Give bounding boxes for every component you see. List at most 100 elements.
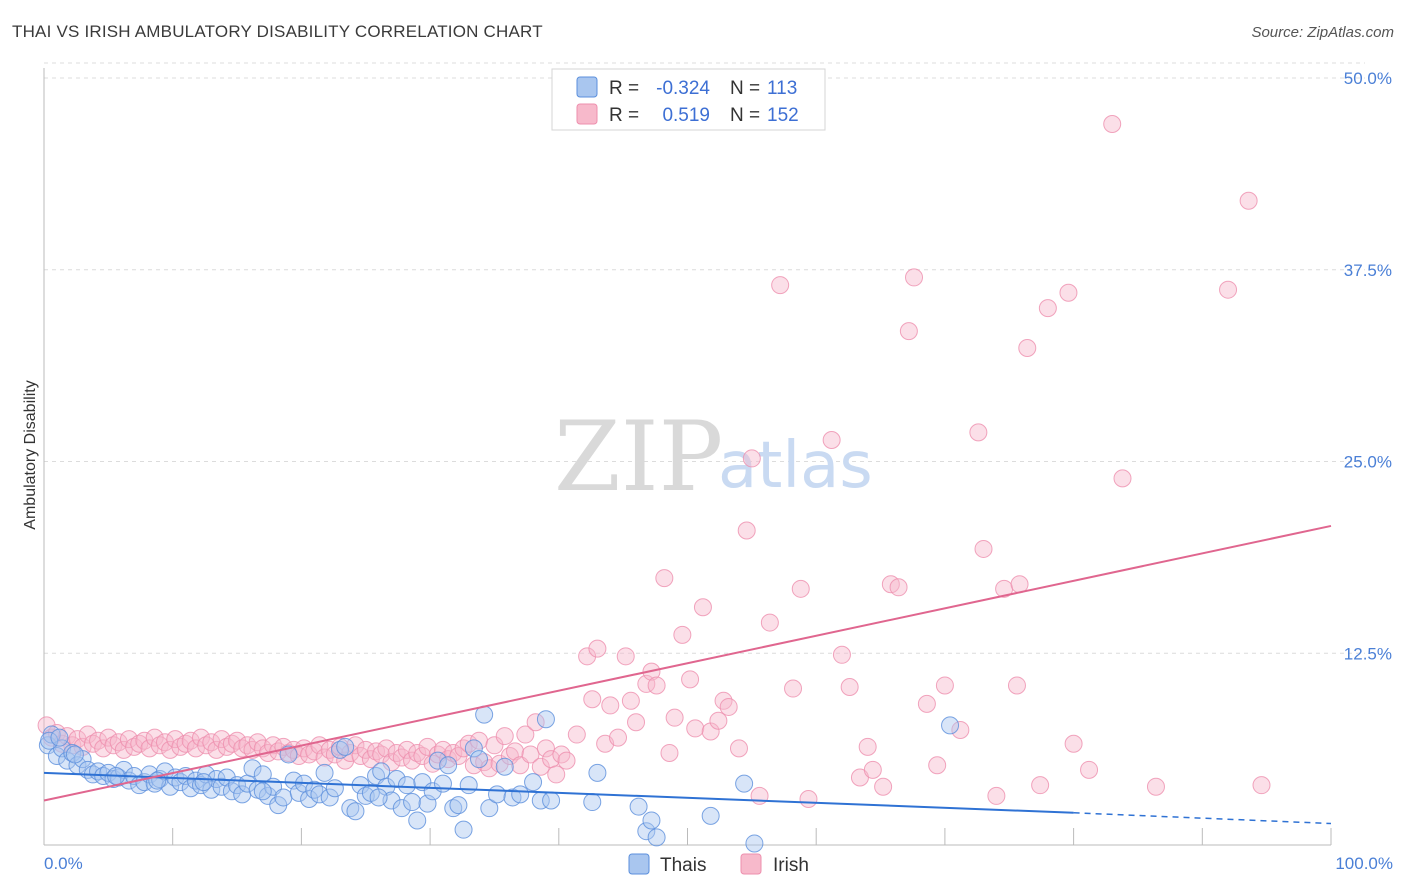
irish-point [567,725,586,744]
irish-point [771,276,790,295]
correlation-legend: R = -0.324 N = 113 R = 0.519 N = 152 [551,68,826,131]
thais-point [274,788,293,807]
bottom-legend-swatch-thais [628,853,650,875]
thais-point [542,791,561,810]
irish-point [729,739,748,758]
irish-point [78,725,97,744]
irish-point [588,639,607,658]
irish-point [130,734,149,753]
thais-point [397,776,416,795]
irish-point [742,449,761,468]
thais-point [454,820,473,839]
thais-point [413,773,432,792]
bottom-legend-label-irish: Irish [773,855,809,876]
irish-point [709,711,728,730]
thais-point [464,739,483,758]
x-tick-labels: 0.0% 100.0% [44,854,1393,873]
irish-point [485,736,504,755]
irish-point [905,268,924,287]
irish-point [506,742,525,761]
irish-point [899,322,918,341]
thais-trend-extension [1073,812,1332,825]
thais-point [735,774,754,793]
y-tick-label: 50.0% [1344,69,1392,88]
thais-point [941,716,960,735]
thais-point [310,785,329,804]
y-axis-label: Ambulatory Disability [22,380,39,529]
thais-point [289,783,308,802]
irish-point [104,736,123,755]
thais-point [346,802,365,821]
irish-trend-line [43,524,1332,802]
legend-swatch-irish [576,103,598,125]
irish-point [150,736,169,755]
irish-point [125,737,144,756]
thais-point [642,811,661,830]
irish-point [784,679,803,698]
irish-point [1018,338,1037,357]
watermark-atlas: atlas [718,429,873,503]
thais-point [50,728,69,747]
irish-point [536,739,555,758]
irish-point [616,647,635,666]
irish-point [377,739,396,758]
watermark-zip: ZIP [554,401,723,513]
irish-point [987,786,1006,805]
irish-point [1031,776,1050,795]
grid-layer [44,62,1365,654]
legend-n-value-irish: 152 [767,105,799,126]
irish-point [799,789,818,808]
legend-r-label-thais: R = [609,78,639,99]
thais-point [433,774,452,793]
irish-point [495,727,514,746]
irish-point [1113,469,1132,488]
axes-layer [43,68,1332,846]
thais-point [495,757,514,776]
irish-point [300,745,319,764]
thais-point [470,750,489,769]
series-legend: Thais Irish [628,853,809,876]
bottom-legend-label-thais: Thais [660,855,706,876]
thais-point [243,759,262,778]
x-tick-label: 0.0% [44,854,83,873]
irish-point [547,765,566,784]
irish-point [693,598,712,617]
thais-point [194,773,213,792]
irish-point [480,759,499,778]
thais-point [629,797,648,816]
thais-point [300,789,319,808]
y-tick-label: 12.5% [1344,644,1392,663]
irish-point [557,751,576,770]
irish-point [1080,760,1099,779]
thais-point [583,793,602,812]
thais-point [647,828,666,847]
thais-point [369,788,388,807]
irish-point [176,734,195,753]
legend-r-value-thais: -0.324 [656,78,710,99]
irish-point [951,720,970,739]
irish-point [382,753,401,772]
irish-point [1239,191,1258,210]
bottom-legend-swatch-irish [740,853,762,875]
irish-point [1103,115,1122,134]
irish-point [140,739,159,758]
thais-trend-line [43,771,1074,814]
irish-point [186,739,205,758]
irish-point [673,625,692,644]
irish-point [578,647,597,666]
legend-n-label-irish: N = [730,105,760,126]
thais-point [588,763,607,782]
trend-layer [43,524,1332,825]
irish-point [889,578,908,597]
thais-point [701,806,720,825]
irish-point [601,696,620,715]
chart-source: Source: ZipAtlas.com [1251,24,1394,41]
irish-point [928,756,947,775]
irish-point [609,728,628,747]
thais-point [356,786,375,805]
thais-point [372,762,391,781]
y-tick-labels: 12.5% 25.0% 37.5% 50.0% [1344,69,1392,663]
thais-point [637,822,656,841]
irish-point [840,677,859,696]
thais-point [320,788,339,807]
